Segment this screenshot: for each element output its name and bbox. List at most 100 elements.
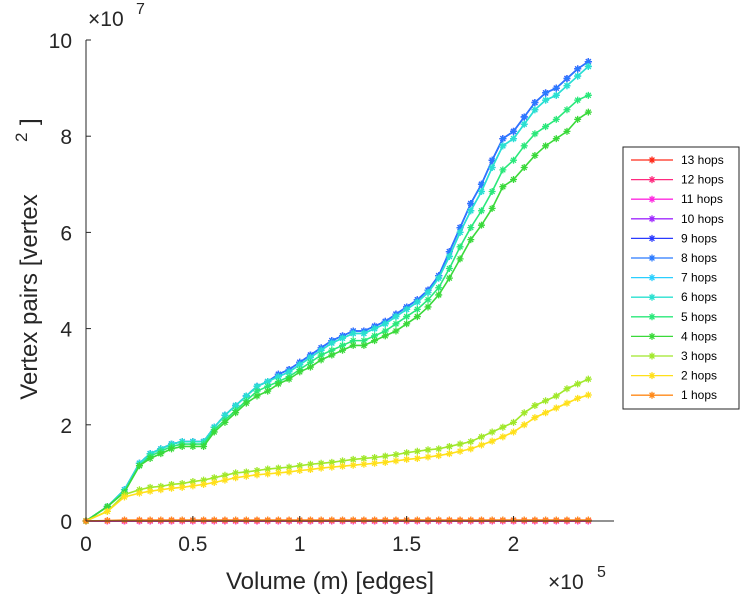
data-point — [157, 450, 165, 458]
data-point — [403, 449, 411, 457]
data-point — [317, 346, 325, 354]
legend-marker — [648, 293, 656, 301]
y-axis-label-close: ] — [16, 118, 43, 125]
data-point — [221, 471, 229, 479]
y-tick-label: 2 — [60, 415, 72, 438]
data-point — [349, 455, 357, 463]
data-point — [242, 399, 250, 407]
data-point — [253, 392, 261, 400]
data-point — [120, 516, 128, 524]
data-point — [488, 516, 496, 524]
x-tick-label: 1.5 — [392, 533, 421, 556]
data-point — [499, 166, 507, 174]
data-point — [178, 516, 186, 524]
x-tick-label: 0.5 — [178, 533, 207, 556]
data-point — [306, 466, 314, 474]
data-point — [232, 409, 240, 417]
data-point — [445, 252, 453, 260]
data-point — [285, 463, 293, 471]
data-point — [456, 224, 464, 232]
data-point — [285, 468, 293, 476]
legend-item: 1 hops — [631, 388, 717, 402]
data-point — [392, 327, 400, 335]
data-point — [189, 482, 197, 490]
data-point — [499, 135, 507, 143]
data-point — [135, 516, 143, 524]
data-point — [424, 289, 432, 297]
series-line — [85, 519, 589, 522]
data-point — [435, 452, 443, 460]
data-point — [306, 460, 314, 468]
data-point — [285, 368, 293, 376]
data-point — [328, 516, 336, 524]
series-2-hops — [82, 391, 592, 525]
legend-label: 10 hops — [681, 212, 724, 226]
x-axis-label: Volume (m) [edges] — [226, 568, 434, 595]
data-point — [349, 329, 357, 337]
data-point — [499, 183, 507, 191]
data-point — [135, 462, 143, 470]
data-point — [510, 428, 518, 436]
data-point — [584, 375, 592, 383]
data-point — [274, 469, 282, 477]
y-tick-label: 10 — [49, 30, 72, 53]
data-point — [242, 516, 250, 524]
data-point — [200, 480, 208, 488]
data-point — [317, 459, 325, 467]
data-point — [574, 115, 582, 123]
data-point — [306, 353, 314, 361]
data-point — [510, 156, 518, 164]
data-point — [242, 392, 250, 400]
data-point — [274, 464, 282, 472]
data-point — [360, 516, 368, 524]
data-point — [488, 188, 496, 196]
data-point — [168, 484, 176, 492]
data-point — [349, 337, 357, 345]
series-line — [85, 111, 589, 522]
data-point — [381, 327, 389, 335]
data-point — [274, 380, 282, 388]
data-point — [467, 224, 475, 232]
data-point — [424, 303, 432, 311]
legend-label: 6 hops — [681, 290, 717, 304]
data-point — [360, 329, 368, 337]
data-point — [574, 516, 582, 524]
data-point — [392, 516, 400, 524]
data-point — [328, 346, 336, 354]
data-point — [520, 421, 528, 429]
data-point — [317, 356, 325, 364]
data-point — [413, 305, 421, 313]
data-point — [210, 428, 218, 436]
data-point — [456, 516, 464, 524]
data-point — [221, 411, 229, 419]
x-tick-label: 0 — [80, 533, 92, 556]
data-point — [435, 284, 443, 292]
legend-item: 10 hops — [631, 212, 724, 226]
data-point — [467, 236, 475, 244]
data-point — [285, 375, 293, 383]
data-point — [531, 402, 539, 410]
data-point — [242, 472, 250, 480]
data-point — [264, 378, 272, 386]
data-point — [392, 457, 400, 465]
data-point — [520, 163, 528, 171]
data-point — [456, 255, 464, 263]
data-point — [584, 391, 592, 399]
data-point — [445, 274, 453, 282]
series-layer — [82, 58, 592, 525]
data-point — [424, 296, 432, 304]
data-point — [456, 243, 464, 251]
y-tick-label: 6 — [60, 222, 72, 245]
data-point — [563, 385, 571, 393]
data-point — [531, 151, 539, 159]
data-point — [371, 325, 379, 333]
legend-marker — [648, 215, 656, 223]
legend-label: 3 hops — [681, 349, 717, 363]
data-point — [339, 516, 347, 524]
data-point — [189, 442, 197, 450]
data-point — [488, 156, 496, 164]
data-point — [520, 142, 528, 150]
data-point — [232, 516, 240, 524]
data-point — [445, 450, 453, 458]
